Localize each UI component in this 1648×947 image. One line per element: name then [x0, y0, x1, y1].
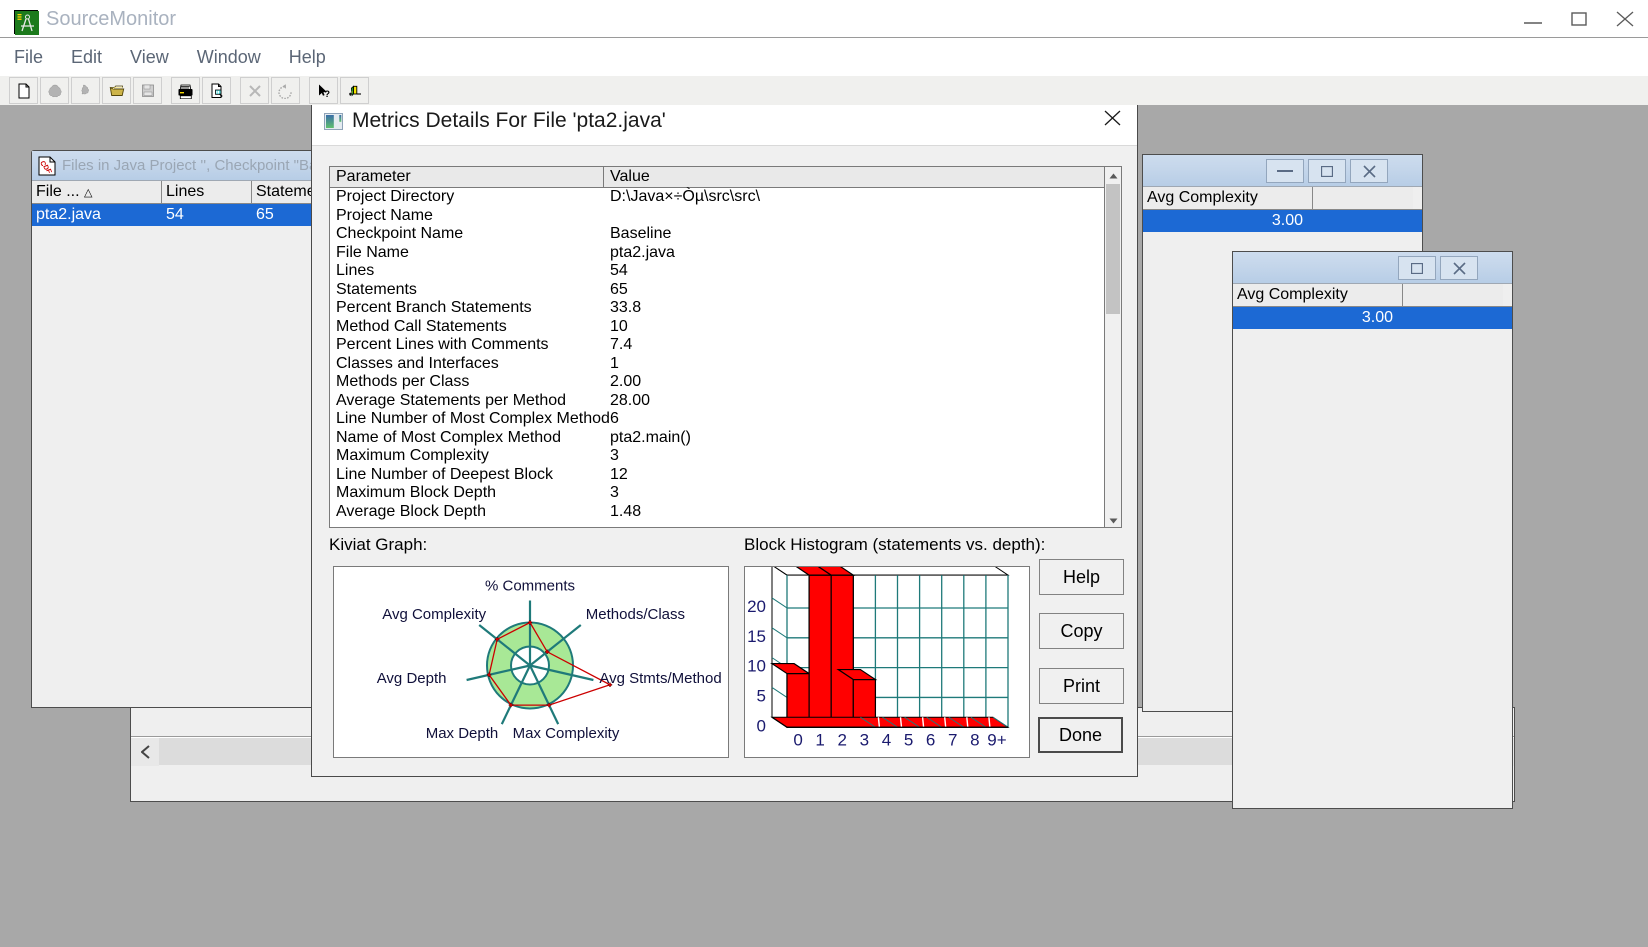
svg-text:Methods/Class: Methods/Class [586, 606, 685, 623]
svg-text:Avg Stmts/Method: Avg Stmts/Method [599, 670, 721, 687]
svg-text:Max Complexity: Max Complexity [513, 725, 620, 742]
svg-text:6: 6 [926, 730, 935, 749]
svg-text:3: 3 [860, 730, 869, 749]
svg-text:1: 1 [815, 730, 824, 749]
svg-text:4: 4 [882, 730, 891, 749]
svg-text:7: 7 [948, 730, 957, 749]
svg-text:15: 15 [747, 627, 766, 646]
svg-text:5: 5 [904, 730, 913, 749]
svg-text:Avg Complexity: Avg Complexity [382, 606, 486, 623]
svg-text:% Comments: % Comments [485, 578, 575, 595]
svg-text:9+: 9+ [987, 730, 1006, 749]
svg-text:8: 8 [970, 730, 979, 749]
svg-text:Max Depth: Max Depth [426, 725, 499, 742]
svg-text:20: 20 [747, 597, 766, 616]
svg-text:0: 0 [757, 716, 766, 735]
svg-text:Avg Depth: Avg Depth [377, 670, 447, 687]
svg-text:10: 10 [747, 657, 766, 676]
svg-text:0: 0 [793, 730, 802, 749]
svg-text:5: 5 [757, 686, 766, 705]
svg-text:2: 2 [838, 730, 847, 749]
svg-text:?: ? [324, 89, 330, 99]
